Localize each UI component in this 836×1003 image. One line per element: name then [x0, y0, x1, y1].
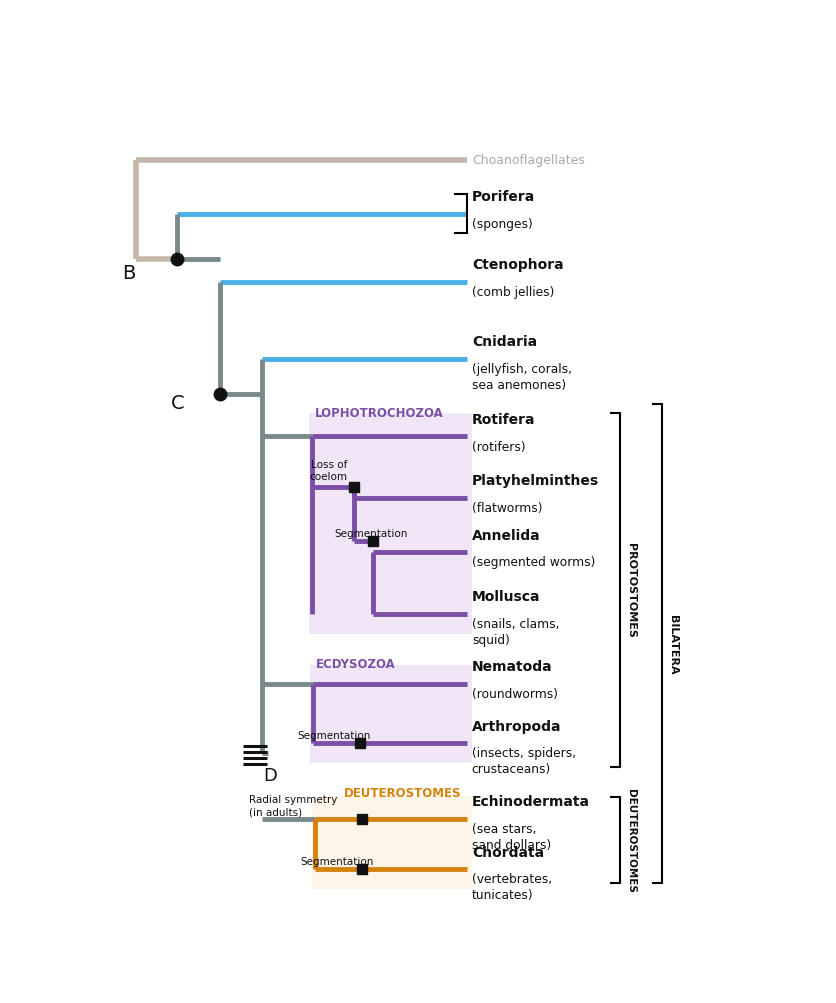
Text: Segmentation: Segmentation [297, 730, 370, 740]
Text: Echinodermata: Echinodermata [472, 794, 590, 808]
Text: Segmentation: Segmentation [334, 529, 408, 539]
Text: Choanoflagellates: Choanoflagellates [472, 154, 584, 168]
Text: B: B [122, 264, 135, 283]
Text: LOPHOTROCHOZOA: LOPHOTROCHOZOA [315, 407, 444, 420]
Text: Nematoda: Nematoda [472, 659, 553, 673]
Text: D: D [263, 766, 277, 784]
Text: (jellyfish, corals,
sea anemones): (jellyfish, corals, sea anemones) [472, 363, 572, 392]
Text: (roundworms): (roundworms) [472, 687, 558, 700]
FancyBboxPatch shape [312, 796, 472, 889]
Text: Segmentation: Segmentation [301, 857, 375, 867]
Text: DEUTEROSTOMES: DEUTEROSTOMES [626, 788, 636, 893]
Text: (sponges): (sponges) [472, 218, 533, 231]
Text: (segmented worms): (segmented worms) [472, 556, 595, 569]
Text: Arthropoda: Arthropoda [472, 719, 561, 733]
Text: Platyhelminthes: Platyhelminthes [472, 474, 599, 488]
Text: DEUTEROSTOMES: DEUTEROSTOMES [344, 786, 461, 799]
Text: (flatworms): (flatworms) [472, 502, 543, 515]
Text: Mollusca: Mollusca [472, 590, 540, 604]
Text: C: C [171, 393, 185, 412]
Text: PROTOSTOMES: PROTOSTOMES [626, 543, 636, 638]
Text: Ctenophora: Ctenophora [472, 258, 563, 272]
Text: (vertebrates,
tunicates): (vertebrates, tunicates) [472, 873, 552, 902]
Text: (snails, clams,
squid): (snails, clams, squid) [472, 618, 559, 647]
Text: Porifera: Porifera [472, 190, 535, 204]
Text: (insects, spiders,
crustaceans): (insects, spiders, crustaceans) [472, 746, 576, 775]
Text: (rotifers): (rotifers) [472, 440, 526, 453]
Text: (sea stars,
sand dollars): (sea stars, sand dollars) [472, 822, 551, 852]
Text: (comb jellies): (comb jellies) [472, 286, 554, 299]
FancyBboxPatch shape [308, 414, 472, 634]
Text: Rotifera: Rotifera [472, 412, 535, 426]
Text: Annelida: Annelida [472, 528, 541, 542]
Text: ECDYSOZOA: ECDYSOZOA [316, 657, 396, 670]
Text: Cnidaria: Cnidaria [472, 335, 537, 349]
FancyBboxPatch shape [310, 665, 472, 763]
Text: Chordata: Chordata [472, 845, 544, 859]
Text: Radial symmetry
(in adults): Radial symmetry (in adults) [249, 794, 338, 816]
Text: Loss of
coelom: Loss of coelom [309, 459, 348, 481]
Text: BILATERA: BILATERA [668, 614, 678, 674]
